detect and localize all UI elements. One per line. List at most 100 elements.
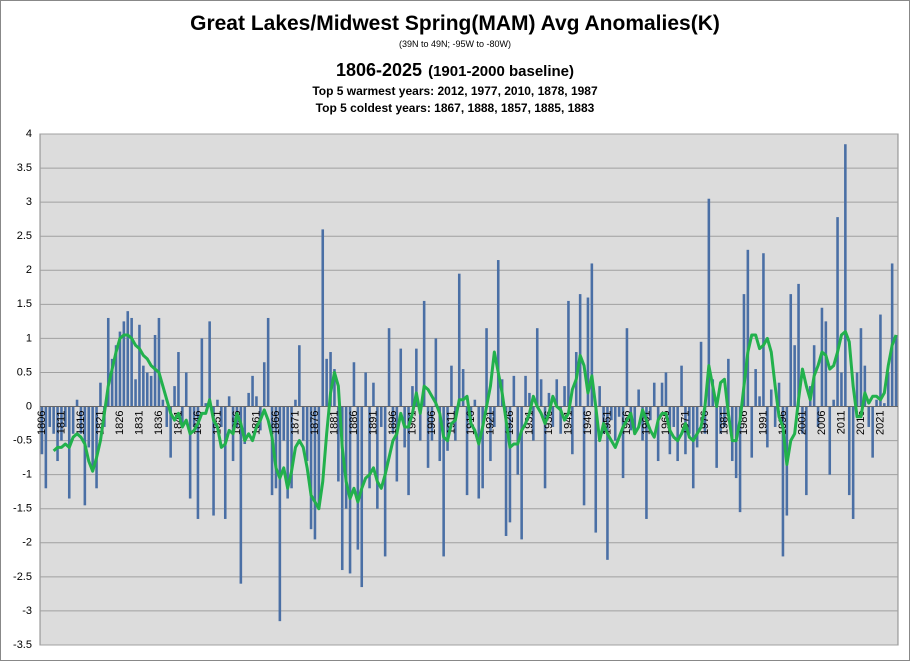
y-tick-label: 0.5	[17, 366, 32, 378]
bar	[727, 358, 730, 407]
bar	[223, 406, 227, 519]
bar	[894, 334, 898, 407]
bar	[664, 372, 668, 407]
bar	[844, 144, 847, 407]
bar	[532, 406, 535, 441]
y-tick-label: 1	[26, 332, 32, 344]
y-tick-label: 0	[26, 400, 32, 412]
bar	[247, 392, 250, 407]
x-tick-label: 1871	[289, 411, 301, 435]
x-tick-label: 1876	[309, 411, 321, 435]
bar	[422, 300, 426, 407]
bar	[266, 317, 270, 407]
period-line: 1806-2025 (1901-2000 baseline)	[336, 60, 574, 80]
x-tick-label: 1806	[36, 411, 48, 435]
y-tick-label: 3	[26, 196, 32, 208]
bar	[360, 406, 364, 588]
warmest-years: Top 5 warmest years: 2012, 1977, 2010, 1…	[312, 84, 598, 98]
y-tick-label: -2	[22, 537, 32, 549]
bar	[356, 406, 360, 550]
bar	[286, 406, 289, 499]
bar	[184, 372, 188, 407]
bar	[138, 324, 141, 407]
bar	[504, 406, 508, 536]
bar	[457, 273, 461, 407]
x-tick-label: 1946	[582, 411, 594, 435]
bar	[551, 406, 555, 427]
bar	[715, 406, 718, 468]
bar	[204, 403, 208, 407]
bar	[130, 317, 133, 407]
bar	[672, 406, 676, 427]
bar	[407, 406, 410, 496]
bar	[251, 375, 254, 407]
y-tick-label: -1.5	[13, 503, 32, 515]
bar	[44, 406, 48, 489]
bar	[372, 382, 375, 407]
bar	[489, 406, 492, 462]
bar	[594, 406, 598, 533]
bar	[282, 406, 286, 441]
bar	[863, 365, 867, 407]
bar	[255, 396, 258, 407]
bar	[723, 406, 726, 427]
bar	[707, 198, 711, 407]
x-tick-label: 1826	[114, 411, 126, 435]
x-tick-label: 1886	[348, 411, 360, 435]
bar	[430, 406, 434, 441]
bar	[847, 406, 851, 496]
bar	[886, 372, 890, 407]
bar	[695, 406, 699, 448]
bar	[859, 328, 863, 407]
bar	[368, 406, 371, 489]
bar	[777, 382, 781, 407]
bar	[270, 406, 274, 496]
bar	[734, 406, 738, 479]
bar	[528, 392, 531, 407]
bar	[169, 406, 172, 458]
bar	[391, 406, 395, 434]
bar	[477, 406, 481, 499]
bar	[610, 406, 613, 421]
bar	[520, 406, 523, 540]
bar	[633, 406, 637, 434]
bar	[352, 362, 356, 407]
bar	[758, 396, 761, 407]
y-tick-label: -3.5	[13, 639, 32, 651]
x-tick-label: 1921	[484, 411, 496, 435]
bar	[555, 379, 559, 407]
bar	[200, 338, 204, 407]
bar	[508, 406, 512, 523]
bar	[126, 311, 130, 407]
bar	[773, 406, 777, 427]
bar	[481, 406, 484, 489]
bar	[212, 406, 215, 516]
bar	[828, 406, 832, 475]
bar	[660, 382, 664, 407]
bar	[118, 331, 122, 407]
bar	[602, 406, 605, 434]
bar	[571, 406, 574, 455]
bar	[99, 382, 102, 407]
bar	[87, 406, 91, 448]
bar	[325, 358, 328, 407]
bar	[559, 406, 562, 434]
bar	[395, 406, 399, 482]
bar	[157, 317, 161, 407]
bar	[344, 406, 348, 509]
bar	[816, 406, 820, 427]
bar	[461, 369, 465, 407]
bar	[165, 406, 169, 427]
bar	[883, 403, 886, 407]
bar	[48, 406, 52, 427]
bar	[535, 328, 539, 407]
bar	[438, 406, 442, 462]
bar	[177, 352, 180, 407]
bar	[641, 406, 644, 441]
bar	[83, 406, 87, 506]
bar	[543, 406, 547, 489]
smoothed-line	[52, 330, 898, 511]
bar	[875, 399, 878, 407]
bar	[832, 399, 835, 407]
bar	[840, 372, 843, 407]
